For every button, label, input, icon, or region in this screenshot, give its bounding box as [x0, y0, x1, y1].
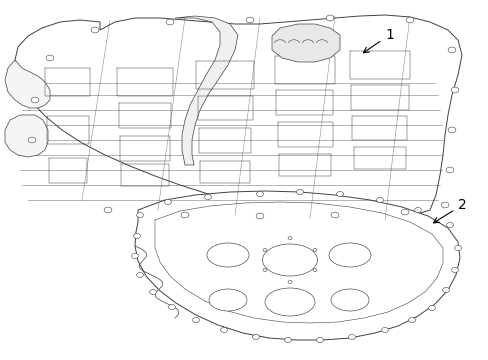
Circle shape: [220, 328, 227, 333]
Ellipse shape: [330, 289, 368, 311]
Polygon shape: [15, 15, 461, 220]
Circle shape: [28, 137, 36, 143]
Circle shape: [405, 17, 413, 23]
Circle shape: [447, 127, 455, 133]
Circle shape: [245, 17, 253, 23]
Circle shape: [442, 288, 448, 293]
Circle shape: [149, 289, 156, 294]
Circle shape: [427, 306, 434, 311]
Circle shape: [325, 15, 333, 21]
Circle shape: [440, 202, 448, 208]
Circle shape: [454, 246, 461, 251]
Circle shape: [284, 337, 291, 342]
Circle shape: [287, 280, 291, 283]
Circle shape: [336, 192, 343, 197]
Circle shape: [263, 269, 266, 271]
Circle shape: [133, 234, 140, 239]
Circle shape: [181, 212, 188, 218]
Circle shape: [312, 248, 316, 251]
Circle shape: [312, 269, 316, 271]
Ellipse shape: [206, 243, 248, 267]
Text: 2: 2: [432, 198, 466, 223]
Circle shape: [316, 337, 323, 342]
Circle shape: [168, 305, 175, 310]
Ellipse shape: [328, 243, 370, 267]
Circle shape: [348, 334, 355, 339]
Circle shape: [445, 167, 453, 173]
Circle shape: [31, 97, 39, 103]
Circle shape: [164, 199, 171, 204]
Circle shape: [256, 192, 263, 197]
Circle shape: [446, 222, 452, 228]
Circle shape: [414, 207, 421, 212]
Circle shape: [104, 207, 112, 213]
Circle shape: [46, 55, 54, 61]
Circle shape: [136, 212, 143, 217]
Circle shape: [287, 237, 291, 239]
Circle shape: [296, 189, 303, 194]
Polygon shape: [135, 191, 459, 340]
Circle shape: [192, 318, 199, 323]
Circle shape: [447, 47, 455, 53]
Polygon shape: [5, 115, 48, 157]
Circle shape: [450, 267, 457, 273]
Polygon shape: [175, 16, 238, 165]
Ellipse shape: [262, 244, 317, 276]
Circle shape: [252, 334, 259, 339]
Polygon shape: [271, 24, 339, 62]
Circle shape: [450, 87, 458, 93]
Circle shape: [136, 273, 143, 278]
Circle shape: [330, 212, 338, 218]
Circle shape: [204, 194, 211, 199]
Circle shape: [400, 209, 408, 215]
Ellipse shape: [264, 288, 314, 316]
Text: 1: 1: [363, 28, 393, 53]
Polygon shape: [5, 60, 50, 108]
Circle shape: [381, 328, 387, 333]
Circle shape: [256, 213, 264, 219]
Ellipse shape: [208, 289, 246, 311]
Circle shape: [376, 198, 383, 203]
Circle shape: [408, 318, 415, 323]
Circle shape: [263, 248, 266, 251]
Circle shape: [91, 27, 99, 33]
Circle shape: [166, 19, 174, 25]
Circle shape: [131, 253, 138, 258]
